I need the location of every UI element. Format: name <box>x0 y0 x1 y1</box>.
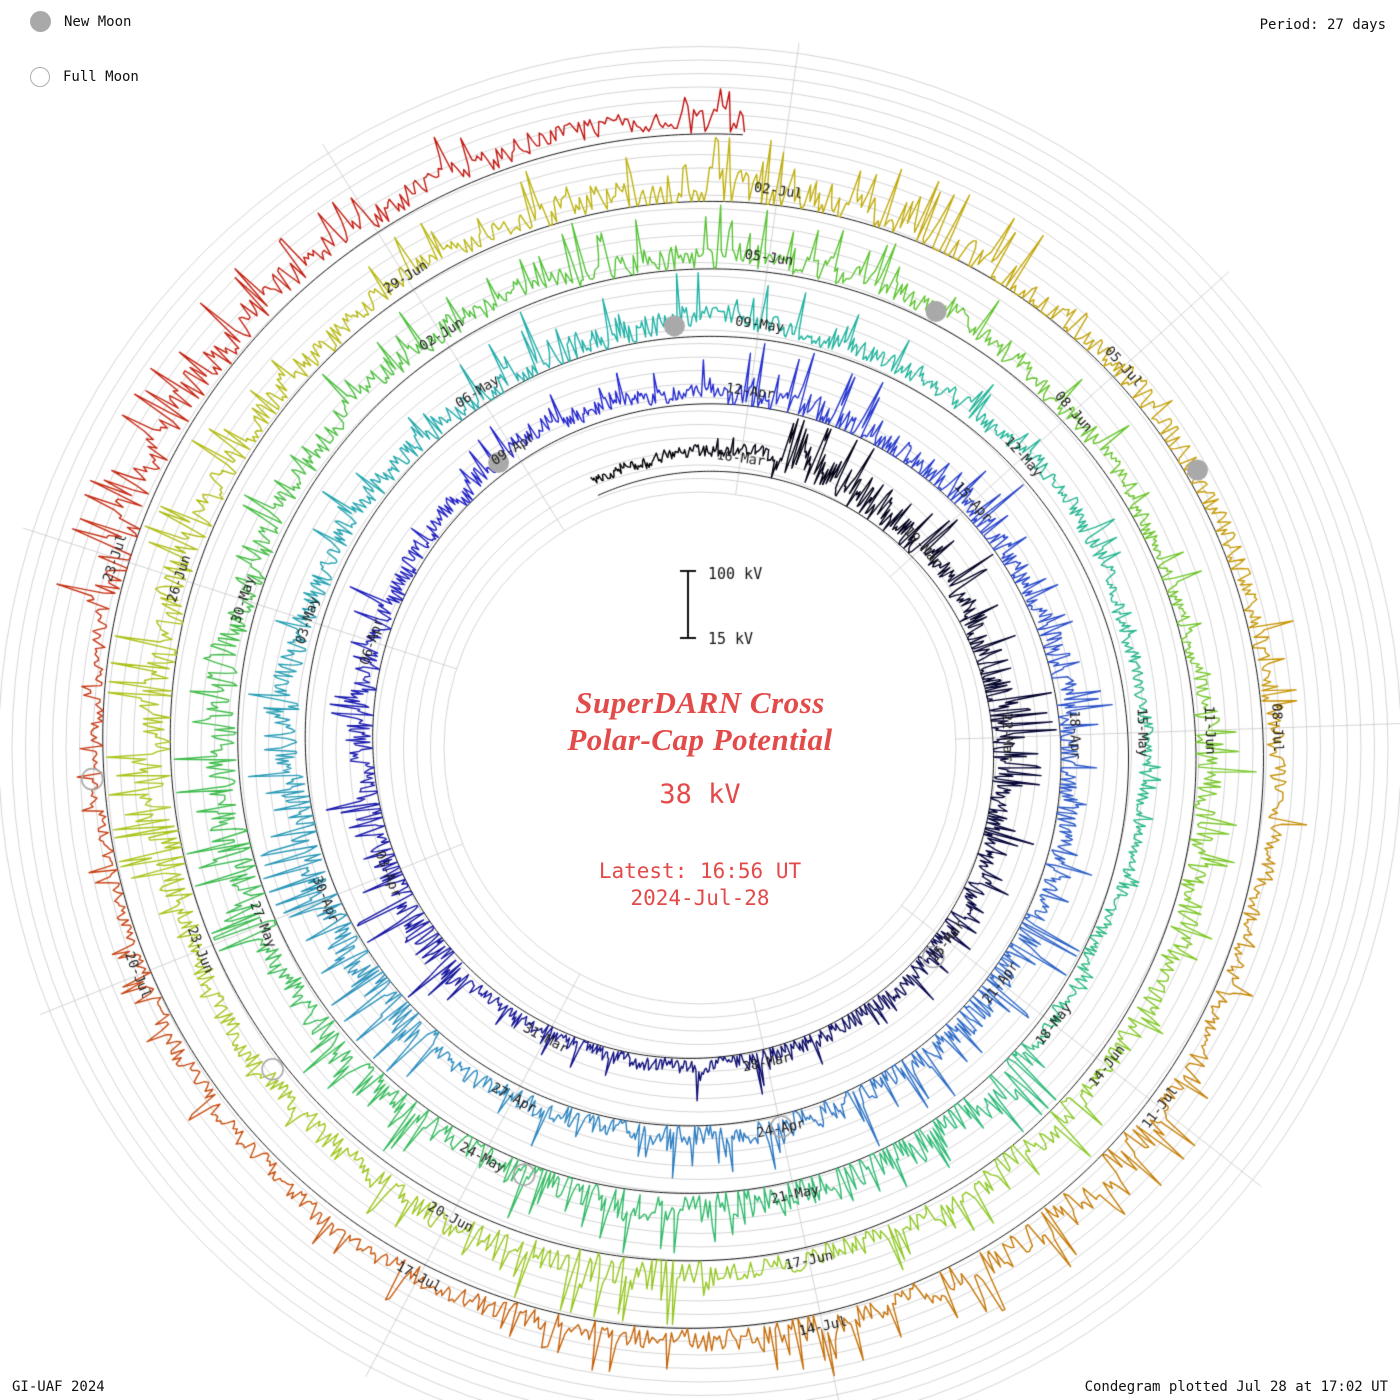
new-moon-label: New Moon <box>64 13 132 30</box>
chart-title: SuperDARN Cross Polar-Cap Potential <box>0 684 1400 758</box>
legend-item-new-moon: New Moon <box>30 11 131 32</box>
chart-title-line2: Polar-Cap Potential <box>567 722 833 757</box>
full-moon-icon <box>30 67 50 87</box>
credit-label: GI-UAF 2024 <box>12 1379 105 1395</box>
new-moon-icon <box>30 11 51 32</box>
latest-time-label: Latest: 16:56 UT <box>598 859 802 883</box>
chart-title-line1: SuperDARN Cross <box>575 685 825 720</box>
full-moon-label: Full Moon <box>63 69 139 85</box>
plotted-timestamp-label: Condegram plotted Jul 28 at 17:02 UT <box>1084 1379 1388 1395</box>
current-potential-value: 38 kV <box>659 779 741 810</box>
latest-date-label: 2024-Jul-28 <box>630 886 770 910</box>
legend-item-full-moon: Full Moon <box>30 67 139 87</box>
period-label: Period: 27 days <box>1259 17 1386 33</box>
